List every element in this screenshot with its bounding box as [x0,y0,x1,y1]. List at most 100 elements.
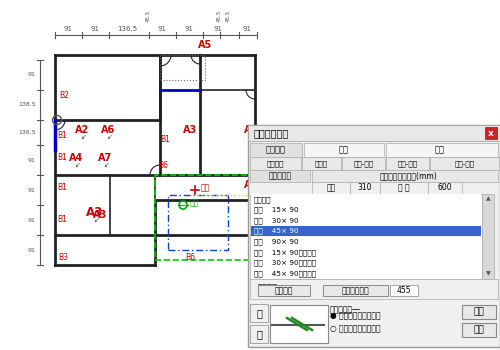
Text: 木材    15× 90: 木材 15× 90 [254,206,298,213]
Bar [350,182,380,194]
Text: 壁の位置: 壁の位置 [266,146,286,154]
Bar [251,226,481,236]
Bar [248,125,500,141]
Text: 木材    15× 90たすき掛: 木材 15× 90たすき掛 [254,249,316,256]
Text: B1: B1 [57,216,67,224]
Text: 45.5: 45.5 [146,10,150,22]
Bar [482,194,494,279]
Text: 重心: 重心 [201,183,210,192]
Text: 外: 外 [256,329,262,339]
Text: 455: 455 [396,286,411,295]
Text: B6: B6 [185,253,195,262]
Bar [342,157,385,170]
Text: B1: B1 [57,131,67,140]
Text: 外壁: 外壁 [339,146,349,154]
Text: 設定なし: 設定なし [254,196,272,203]
Text: 真壁-真壁: 真壁-真壁 [454,160,474,167]
Bar [390,285,418,296]
Text: A7: A7 [98,153,112,163]
Text: 木材    45× 90たすき掛: 木材 45× 90たすき掛 [254,271,316,277]
Text: 138.5: 138.5 [18,103,36,107]
Text: 45.5: 45.5 [216,10,222,22]
Text: x: x [488,128,494,138]
Bar [250,157,301,170]
Text: B6: B6 [158,161,168,169]
Text: 91: 91 [28,188,36,193]
Bar [323,285,388,296]
Text: 310: 310 [358,183,372,192]
Bar [168,195,228,250]
Bar [248,125,500,347]
Bar [251,205,481,215]
Text: A: A [244,180,252,190]
Bar [462,323,496,337]
Text: 剛心: 剛心 [190,198,199,208]
Bar [251,194,481,204]
Text: A4: A4 [69,153,83,163]
Text: 大壁-大壁: 大壁-大壁 [354,160,374,167]
Text: 91: 91 [28,158,36,162]
Text: B2: B2 [59,91,69,99]
Text: 45.5: 45.5 [226,10,230,22]
Text: 面 材: 面 材 [398,183,410,192]
Bar [304,143,384,157]
Bar [251,215,481,225]
Bar [386,143,498,157]
Text: 耐力壁の最小長さ(mm): 耐力壁の最小長さ(mm) [379,172,437,181]
Bar [270,305,328,343]
Text: 筋違: 筋違 [326,183,336,192]
Text: A5: A5 [198,40,212,50]
Text: 136.5: 136.5 [18,131,36,135]
Text: 91: 91 [28,217,36,223]
Text: B3: B3 [58,253,68,262]
Text: ↙: ↙ [104,162,110,168]
Text: 表示方向: 表示方向 [258,283,278,292]
Text: 91: 91 [64,26,72,32]
Text: 内壁: 内壁 [435,146,445,154]
Text: 91: 91 [158,26,166,32]
Bar [250,194,482,279]
Text: 壁よりの間隔: 壁よりの間隔 [341,286,369,295]
Bar [160,55,205,80]
Text: 筋違の登録: 筋違の登録 [268,172,291,181]
Text: ● 左側・下側から交互: ● 左側・下側から交互 [330,312,380,321]
Text: 91: 91 [28,247,36,252]
Text: 中止: 中止 [474,326,484,335]
Text: 壁の種類: 壁の種類 [267,160,284,167]
Bar [250,304,268,322]
Text: 木材    30× 90たすき掛: 木材 30× 90たすき掛 [254,260,316,266]
Text: 大壁-真壁: 大壁-真壁 [398,160,417,167]
Bar [258,285,310,296]
Bar [380,182,428,194]
Text: 筋違一括設定: 筋違一括設定 [254,128,289,138]
Bar [251,258,481,268]
Text: B1: B1 [57,154,67,162]
Text: 600: 600 [438,183,452,192]
Bar [312,182,350,194]
Text: A3: A3 [86,206,104,219]
Text: 木材    45× 90: 木材 45× 90 [254,228,298,234]
Text: A3: A3 [93,210,107,220]
Text: A: A [244,125,252,135]
Text: 木材    90× 90: 木材 90× 90 [254,238,298,245]
Bar [250,325,268,343]
Text: 了解: 了解 [474,308,484,316]
Bar [428,182,462,194]
Bar [312,170,498,182]
Text: ↙: ↙ [81,134,87,140]
Text: B1: B1 [57,183,67,192]
Text: 91: 91 [214,26,222,32]
Text: 内: 内 [256,308,262,318]
Text: ↙: ↙ [94,217,100,223]
Bar [250,143,302,157]
Text: ↙: ↙ [107,134,113,140]
Text: B1: B1 [160,135,170,145]
Text: 方向反転: 方向反転 [275,286,293,295]
Bar [251,237,481,247]
Bar [250,279,498,299]
Text: 91: 91 [184,26,194,32]
Bar [302,157,341,170]
Text: ▼: ▼ [486,272,490,276]
Text: 91: 91 [242,26,252,32]
Bar [485,127,497,139]
